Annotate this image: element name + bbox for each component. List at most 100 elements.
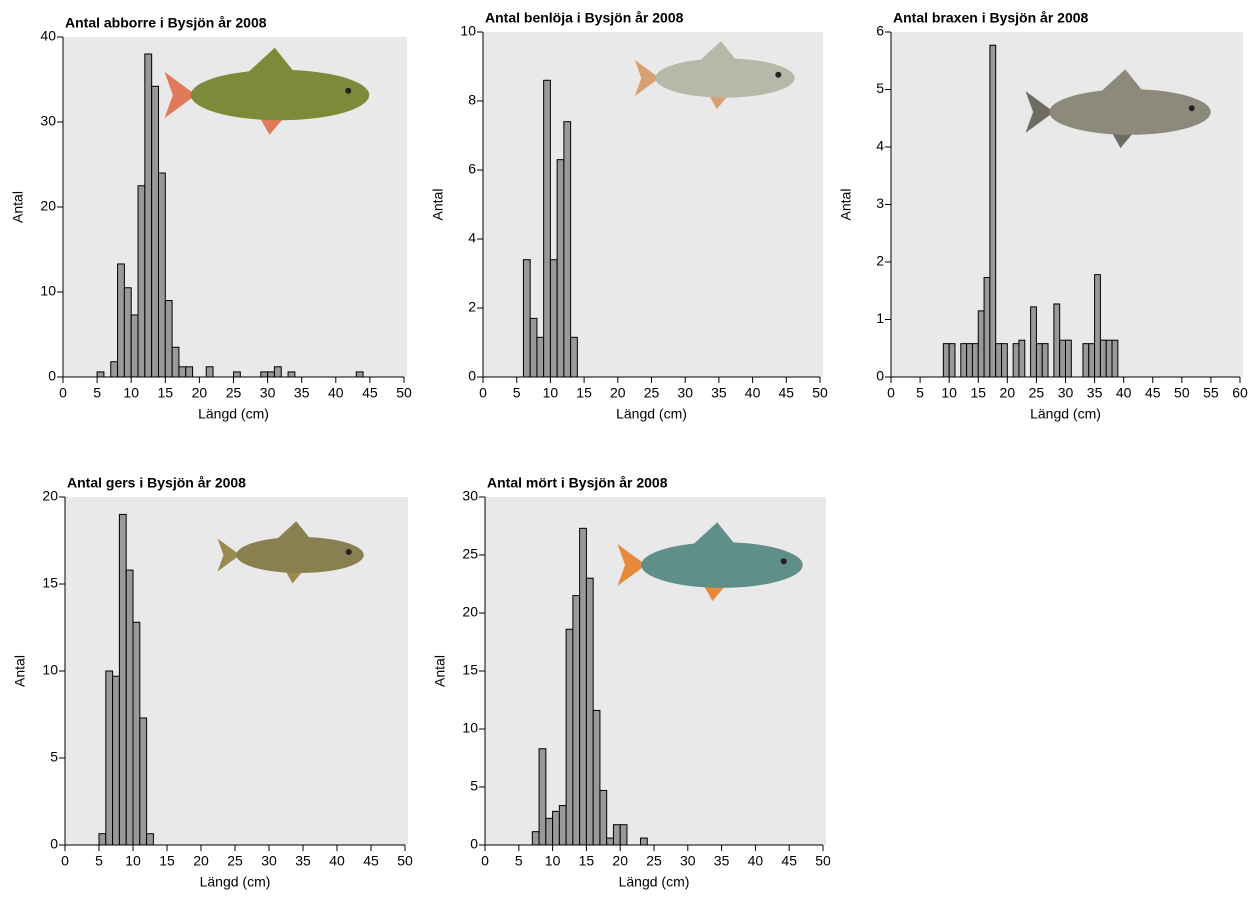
bar bbox=[1106, 340, 1112, 377]
x-tick-label: 25 bbox=[226, 385, 242, 401]
bar bbox=[274, 367, 281, 377]
x-tick-label: 40 bbox=[1116, 385, 1132, 401]
bar bbox=[996, 344, 1002, 377]
chart: 0123456051015202530354045505560Antal bra… bbox=[838, 10, 1248, 422]
bar bbox=[118, 264, 125, 377]
x-tick-label: 20 bbox=[1000, 385, 1016, 401]
bar bbox=[140, 718, 147, 845]
bar bbox=[1013, 344, 1019, 377]
bar bbox=[147, 834, 154, 845]
chart-title: Antal braxen i Bysjön år 2008 bbox=[893, 10, 1089, 26]
bar bbox=[613, 825, 620, 845]
bar bbox=[553, 811, 560, 845]
x-tick-label: 15 bbox=[159, 853, 175, 869]
bar bbox=[165, 301, 172, 378]
x-tick-label: 30 bbox=[680, 853, 696, 869]
x-tick-label: 30 bbox=[677, 385, 693, 401]
y-tick-label: 20 bbox=[462, 604, 478, 620]
bar bbox=[530, 318, 537, 377]
x-tick-label: 50 bbox=[812, 385, 828, 401]
bar bbox=[152, 86, 159, 377]
y-tick-label: 0 bbox=[470, 836, 478, 852]
x-axis-label: Längd (cm) bbox=[619, 874, 690, 890]
x-tick-label: 45 bbox=[362, 385, 378, 401]
bar bbox=[261, 372, 268, 377]
bar bbox=[550, 260, 557, 377]
bar bbox=[972, 344, 978, 377]
bar bbox=[559, 806, 566, 845]
y-tick-label: 0 bbox=[50, 836, 58, 852]
fish-body bbox=[191, 70, 370, 120]
x-tick-label: 0 bbox=[479, 385, 487, 401]
fish-body bbox=[236, 537, 364, 573]
bar bbox=[539, 749, 546, 845]
x-tick-label: 10 bbox=[545, 853, 561, 869]
x-tick-label: 50 bbox=[815, 853, 831, 869]
y-tick-label: 20 bbox=[40, 198, 56, 214]
x-tick-label: 15 bbox=[970, 385, 986, 401]
bar bbox=[268, 372, 275, 377]
y-tick-label: 5 bbox=[50, 749, 58, 765]
x-tick-label: 20 bbox=[610, 385, 626, 401]
x-tick-label: 35 bbox=[1087, 385, 1103, 401]
bar bbox=[1060, 340, 1066, 377]
x-axis-label: Längd (cm) bbox=[200, 874, 271, 890]
y-tick-label: 4 bbox=[468, 230, 476, 246]
y-tick-label: 10 bbox=[40, 283, 56, 299]
y-tick-label: 0 bbox=[876, 368, 884, 384]
x-tick-label: 45 bbox=[363, 853, 379, 869]
x-tick-label: 35 bbox=[714, 853, 730, 869]
bar bbox=[111, 362, 118, 377]
bar bbox=[186, 367, 193, 377]
x-tick-label: 25 bbox=[1029, 385, 1045, 401]
bar bbox=[288, 372, 295, 377]
bar bbox=[607, 838, 614, 845]
bar bbox=[206, 367, 213, 377]
x-axis-label: Längd (cm) bbox=[1030, 406, 1101, 422]
x-tick-label: 45 bbox=[779, 385, 795, 401]
bar bbox=[557, 160, 564, 377]
bar bbox=[1083, 344, 1089, 377]
x-tick-label: 30 bbox=[1058, 385, 1074, 401]
x-tick-label: 40 bbox=[748, 853, 764, 869]
bar bbox=[593, 710, 600, 845]
y-tick-label: 1 bbox=[876, 310, 884, 326]
y-axis-label: Antal bbox=[430, 189, 446, 221]
x-tick-label: 40 bbox=[745, 385, 761, 401]
bar bbox=[943, 344, 949, 377]
bar bbox=[158, 173, 165, 377]
y-axis-label: Antal bbox=[838, 189, 854, 221]
bar bbox=[537, 337, 544, 377]
y-tick-label: 10 bbox=[462, 720, 478, 736]
bar bbox=[532, 832, 539, 845]
y-tick-label: 30 bbox=[40, 113, 56, 129]
x-tick-label: 50 bbox=[1174, 385, 1190, 401]
bar bbox=[172, 347, 179, 377]
y-tick-label: 0 bbox=[468, 368, 476, 384]
y-axis-label: Antal bbox=[10, 191, 26, 223]
bar bbox=[1002, 344, 1008, 377]
figure: 01020304005101520253035404550Antal abbor… bbox=[0, 0, 1251, 909]
fish-eye bbox=[345, 88, 351, 94]
bar bbox=[131, 315, 138, 377]
bar bbox=[1054, 304, 1060, 377]
bar bbox=[949, 344, 955, 377]
bar bbox=[564, 122, 571, 377]
chart-title: Antal benlöja i Bysjön år 2008 bbox=[485, 10, 684, 26]
bar bbox=[523, 260, 530, 377]
bar bbox=[99, 834, 106, 845]
x-tick-label: 15 bbox=[579, 853, 595, 869]
x-tick-label: 30 bbox=[260, 385, 276, 401]
y-tick-label: 4 bbox=[876, 138, 884, 154]
y-tick-label: 3 bbox=[876, 195, 884, 211]
x-tick-label: 0 bbox=[59, 385, 67, 401]
bar bbox=[544, 80, 551, 377]
chart-title: Antal gers i Bysjön år 2008 bbox=[67, 475, 246, 491]
fish-eye bbox=[346, 549, 352, 555]
bar bbox=[356, 372, 363, 377]
bar bbox=[586, 578, 593, 845]
x-tick-label: 60 bbox=[1232, 385, 1248, 401]
bar bbox=[133, 622, 140, 845]
bar bbox=[961, 344, 967, 377]
